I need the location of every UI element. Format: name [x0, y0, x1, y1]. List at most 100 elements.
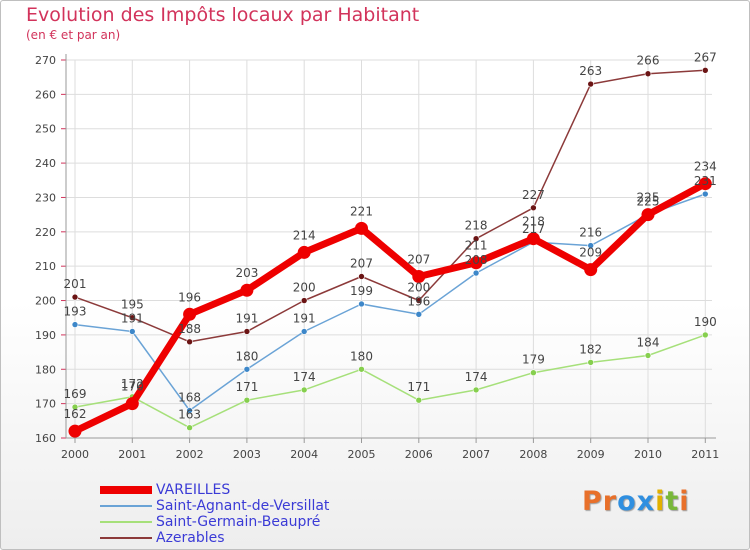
y-tick-label-250: 250: [35, 123, 56, 136]
legend-label-saint-agnant: Saint-Agnant-de-Versillat: [156, 498, 330, 514]
x-tick-label-2008: 2008: [519, 448, 547, 461]
series-line-saint-agnant-de-versillat: [74, 193, 707, 412]
data-label-saint-germain-beaupr--2007: 174: [465, 370, 488, 384]
x-tick-label-2000: 2000: [61, 448, 89, 461]
data-point-vareilles-2000: [68, 424, 82, 438]
data-label-saint-germain-beaupr--2001: 172: [121, 377, 144, 391]
data-label-saint-germain-beaupr--2002: 163: [178, 408, 201, 422]
data-label-saint-agnant-de-versillat-2010: 225: [637, 195, 660, 209]
data-point-saint-agnant-de-versillat-2000: [71, 321, 79, 328]
data-point-azerables-2006: [415, 297, 423, 304]
data-label-saint-germain-beaupr--2010: 184: [637, 336, 660, 350]
data-label-saint-germain-beaupr--2005: 180: [350, 349, 373, 363]
logo-letter: i: [679, 486, 690, 517]
x-tick-label-2009: 2009: [577, 448, 605, 461]
data-point-vareilles-2009: [584, 263, 598, 277]
data-label-saint-agnant-de-versillat-2000: 193: [64, 305, 87, 319]
data-label-azerables-2003: 191: [235, 311, 258, 325]
data-point-vareilles-2002: [183, 307, 197, 321]
legend-label-vareilles: VAREILLES: [156, 482, 231, 498]
y-tick-label-270: 270: [35, 54, 56, 67]
data-label-saint-agnant-de-versillat-2001: 191: [121, 311, 144, 325]
legend-swatch-saint-germain: [100, 521, 152, 523]
data-point-saint-agnant-de-versillat-2001: [129, 328, 136, 335]
data-point-azerables-2011: [701, 67, 709, 74]
data-label-azerables-2004: 200: [293, 281, 316, 295]
data-label-azerables-2002: 188: [178, 322, 201, 336]
x-tick-label-2010: 2010: [634, 448, 662, 461]
data-label-vareilles-2011: 234: [694, 160, 717, 174]
data-label-azerables-2007: 218: [465, 219, 488, 233]
x-tick-label-2001: 2001: [118, 448, 146, 461]
data-label-vareilles-2006: 207: [407, 252, 430, 266]
data-label-saint-agnant-de-versillat-2011: 231: [694, 174, 717, 188]
series-line-saint-germain-beaupr-: [74, 334, 707, 429]
data-point-vareilles-2008: [526, 232, 540, 246]
legend-item-azerables: Azerables: [100, 530, 400, 546]
data-label-azerables-2000: 201: [64, 277, 87, 291]
data-label-vareilles-2002: 196: [178, 290, 201, 304]
y-tick-label-240: 240: [35, 157, 56, 170]
data-point-vareilles-2006: [412, 269, 426, 283]
data-label-vareilles-2008: 218: [522, 215, 545, 229]
chart-subtitle: (en € et par an): [26, 28, 121, 42]
data-point-saint-agnant-de-versillat-2003: [243, 365, 251, 373]
data-label-saint-agnant-de-versillat-2009: 216: [579, 226, 602, 240]
data-label-saint-germain-beaupr--2008: 179: [522, 353, 545, 367]
legend-item-saint-germain: Saint-Germain-Beaupré: [100, 514, 400, 530]
x-tick-label-2011: 2011: [691, 448, 719, 461]
data-point-vareilles-2007: [469, 256, 483, 270]
data-point-saint-germain-beaupr--2009: [587, 359, 595, 366]
y-tick-label-160: 160: [35, 432, 56, 445]
data-label-saint-agnant-de-versillat-2002: 168: [178, 391, 201, 405]
data-point-saint-germain-beaupr--2000: [71, 403, 79, 411]
y-tick-label-220: 220: [35, 226, 56, 239]
data-label-azerables-2006: 200: [407, 281, 430, 295]
data-point-azerables-2005: [358, 273, 365, 280]
legend-swatch-vareilles: [100, 486, 152, 494]
series-line-azerables: [74, 69, 707, 343]
chart-title: Evolution des Impôts locaux par Habitant: [26, 4, 420, 26]
data-label-saint-agnant-de-versillat-2007: 208: [465, 253, 488, 267]
data-point-azerables-2003: [243, 328, 251, 335]
data-label-saint-germain-beaupr--2011: 190: [694, 315, 717, 329]
x-tick-label-2005: 2005: [348, 448, 376, 461]
data-label-saint-germain-beaupr--2006: 171: [407, 380, 430, 394]
data-label-vareilles-2007: 211: [465, 239, 488, 253]
y-tick-label-170: 170: [35, 398, 56, 411]
legend-swatch-saint-agnant: [100, 505, 152, 507]
data-label-vareilles-2004: 214: [293, 228, 316, 242]
data-point-azerables-2010: [644, 70, 652, 78]
data-point-saint-agnant-de-versillat-2006: [415, 310, 423, 318]
y-tick-label-210: 210: [35, 260, 56, 273]
data-point-vareilles-2004: [297, 245, 311, 259]
data-point-saint-germain-beaupr--2003: [243, 396, 251, 404]
legend-label-saint-germain: Saint-Germain-Beaupré: [156, 514, 321, 530]
logo-letter: P: [582, 486, 603, 517]
data-point-azerables-2001: [129, 314, 136, 322]
x-tick-label-2004: 2004: [290, 448, 318, 461]
x-tick-label-2002: 2002: [176, 448, 204, 461]
data-label-saint-agnant-de-versillat-2003: 180: [235, 349, 258, 363]
legend-label-azerables: Azerables: [156, 530, 225, 546]
data-label-azerables-2008: 227: [522, 188, 545, 202]
data-point-vareilles-2005: [355, 221, 368, 235]
data-label-saint-germain-beaupr--2000: 169: [64, 387, 87, 401]
data-label-vareilles-2001: 170: [121, 380, 144, 394]
data-label-saint-agnant-de-versillat-2006: 196: [407, 294, 430, 308]
proxiti-logo: Proxiti: [582, 486, 690, 517]
data-label-saint-germain-beaupr--2009: 182: [579, 342, 602, 356]
data-point-saint-agnant-de-versillat-2005: [358, 300, 365, 308]
logo-letter: t: [665, 486, 680, 517]
data-label-azerables-2010: 266: [637, 54, 660, 68]
data-point-saint-agnant-de-versillat-2004: [300, 328, 308, 335]
data-label-saint-agnant-de-versillat-2005: 199: [350, 284, 373, 298]
y-tick-label-260: 260: [35, 88, 56, 101]
y-tick-label-200: 200: [35, 295, 56, 308]
data-label-vareilles-2000: 162: [64, 407, 87, 421]
data-label-saint-agnant-de-versillat-2004: 191: [293, 311, 316, 325]
logo-letter: x: [636, 486, 656, 517]
data-label-saint-germain-beaupr--2003: 171: [235, 380, 258, 394]
y-tick-label-180: 180: [35, 363, 56, 376]
